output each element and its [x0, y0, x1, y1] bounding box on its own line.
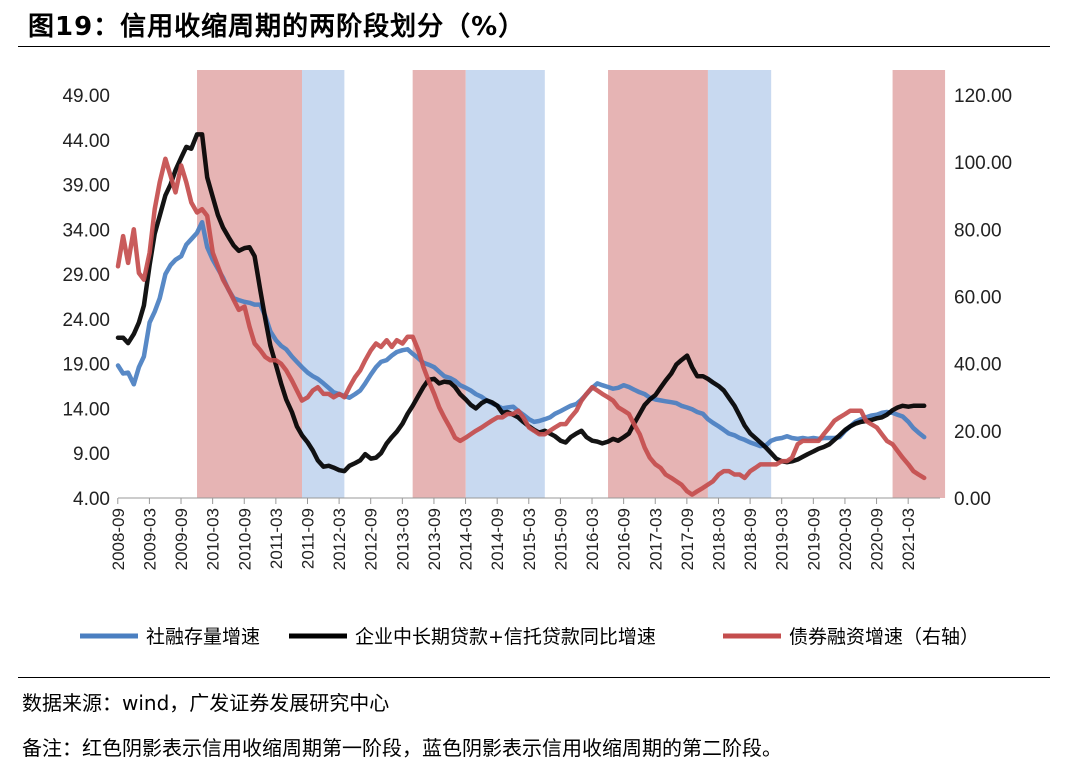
- left-axis-tick-label: 19.00: [62, 355, 110, 376]
- x-axis-tick-label: 2012-03: [330, 508, 349, 570]
- x-axis-tick-label: 2015-09: [551, 508, 570, 570]
- left-axis-tick-label: 4.00: [73, 489, 110, 510]
- phase-shade-stage1-2: [412, 70, 466, 498]
- left-axis-tick-label: 14.00: [62, 399, 110, 420]
- left-axis-tick-label: 24.00: [62, 310, 110, 331]
- x-axis-tick-label: 2020-03: [836, 508, 855, 570]
- left-axis-tick-label: 34.00: [62, 220, 110, 241]
- x-axis-tick-label: 2016-09: [615, 508, 634, 570]
- x-axis-tick-label: 2012-09: [362, 508, 381, 570]
- phase-shade-stage2-3: [465, 70, 545, 498]
- x-axis-tick-label: 2011-03: [267, 508, 286, 569]
- chart-axes: 49.00 44.00 39.00 34.00 29.00 24.00 19.00 14.00…: [62, 86, 1012, 570]
- x-axis-tick-label: 2013-09: [425, 508, 444, 570]
- shading-remark-note: 备注：红色阴影表示信用收缩周期第一阶段，蓝色阴影表示信用收缩周期的第二阶段。: [22, 736, 782, 760]
- series-lines: [115, 132, 927, 497]
- credit-cycle-chart: 49.00 44.00 39.00 34.00 29.00 24.00 19.00 14.00…: [62, 70, 1012, 648]
- figure-title: 图19：信用收缩周期的两阶段划分（%）: [28, 12, 526, 42]
- x-axis-tick-label: 2009-09: [172, 508, 191, 570]
- chart-legend: 社融存量增速 企业中长期贷款+信托贷款同比增速 债券融资增速（右轴）: [80, 626, 979, 648]
- x-axis-tick-label: 2008-09: [109, 508, 128, 570]
- phase-shade-stage1-0: [197, 70, 303, 498]
- right-axis-tick-label: 120.00: [954, 86, 1012, 107]
- phase-shade-stage1-6: [892, 70, 946, 498]
- x-axis-tick-label: 2009-03: [140, 508, 159, 570]
- phase-shading: [197, 70, 946, 498]
- right-axis-tick-label: 40.00: [954, 355, 1002, 376]
- phase-shade-stage2-5: [707, 70, 772, 498]
- x-axis-tick-label: 2015-03: [520, 508, 539, 570]
- phase-shade-stage1-4: [608, 70, 708, 498]
- title-divider: [18, 46, 1050, 47]
- right-axis-tick-label: 60.00: [954, 288, 1002, 309]
- x-axis-tick-label: 2011-09: [298, 508, 317, 569]
- left-axis-tick-label: 49.00: [62, 86, 110, 107]
- data-source-note: 数据来源：wind，广发证券发展研究中心: [22, 691, 390, 715]
- right-axis-tick-label: 80.00: [954, 220, 1002, 241]
- x-axis-tick-label: 2019-09: [804, 508, 823, 570]
- x-axis-tick-label: 2013-03: [393, 508, 412, 570]
- x-axis-tick-label: 2021-03: [899, 508, 918, 570]
- x-axis-tick-label: 2010-03: [204, 508, 223, 570]
- phase-shade-stage2-1: [302, 70, 345, 498]
- right-axis-tick-label: 100.00: [954, 153, 1012, 174]
- x-axis-tick-label: 2014-03: [457, 508, 476, 570]
- x-axis-tick-label: 2017-03: [646, 508, 665, 570]
- legend-label-3: 债券融资增速（右轴）: [789, 626, 979, 648]
- footer-divider: [18, 677, 1050, 678]
- right-axis-tick-label: 20.00: [954, 422, 1002, 443]
- legend-label-2: 企业中长期贷款+信托贷款同比增速: [355, 626, 656, 648]
- right-axis-tick-label: 0.00: [954, 489, 991, 510]
- legend-label-1: 社融存量增速: [146, 626, 260, 648]
- left-axis-tick-label: 9.00: [73, 444, 110, 465]
- x-axis-tick-label: 2017-09: [678, 508, 697, 570]
- x-axis-tick-label: 2020-09: [868, 508, 887, 570]
- x-axis-tick-label: 2018-03: [709, 508, 728, 570]
- left-axis-tick-label: 44.00: [62, 131, 110, 152]
- left-axis-tick-label: 29.00: [62, 265, 110, 286]
- x-axis-tick-label: 2014-09: [488, 508, 507, 570]
- x-axis-tick-label: 2016-03: [583, 508, 602, 570]
- x-axis-tick-label: 2018-09: [741, 508, 760, 570]
- series-line-3: [115, 156, 927, 497]
- x-axis-tick-label: 2010-09: [235, 508, 254, 570]
- x-axis-tick-label: 2019-03: [773, 508, 792, 570]
- left-axis-tick-label: 39.00: [62, 176, 110, 197]
